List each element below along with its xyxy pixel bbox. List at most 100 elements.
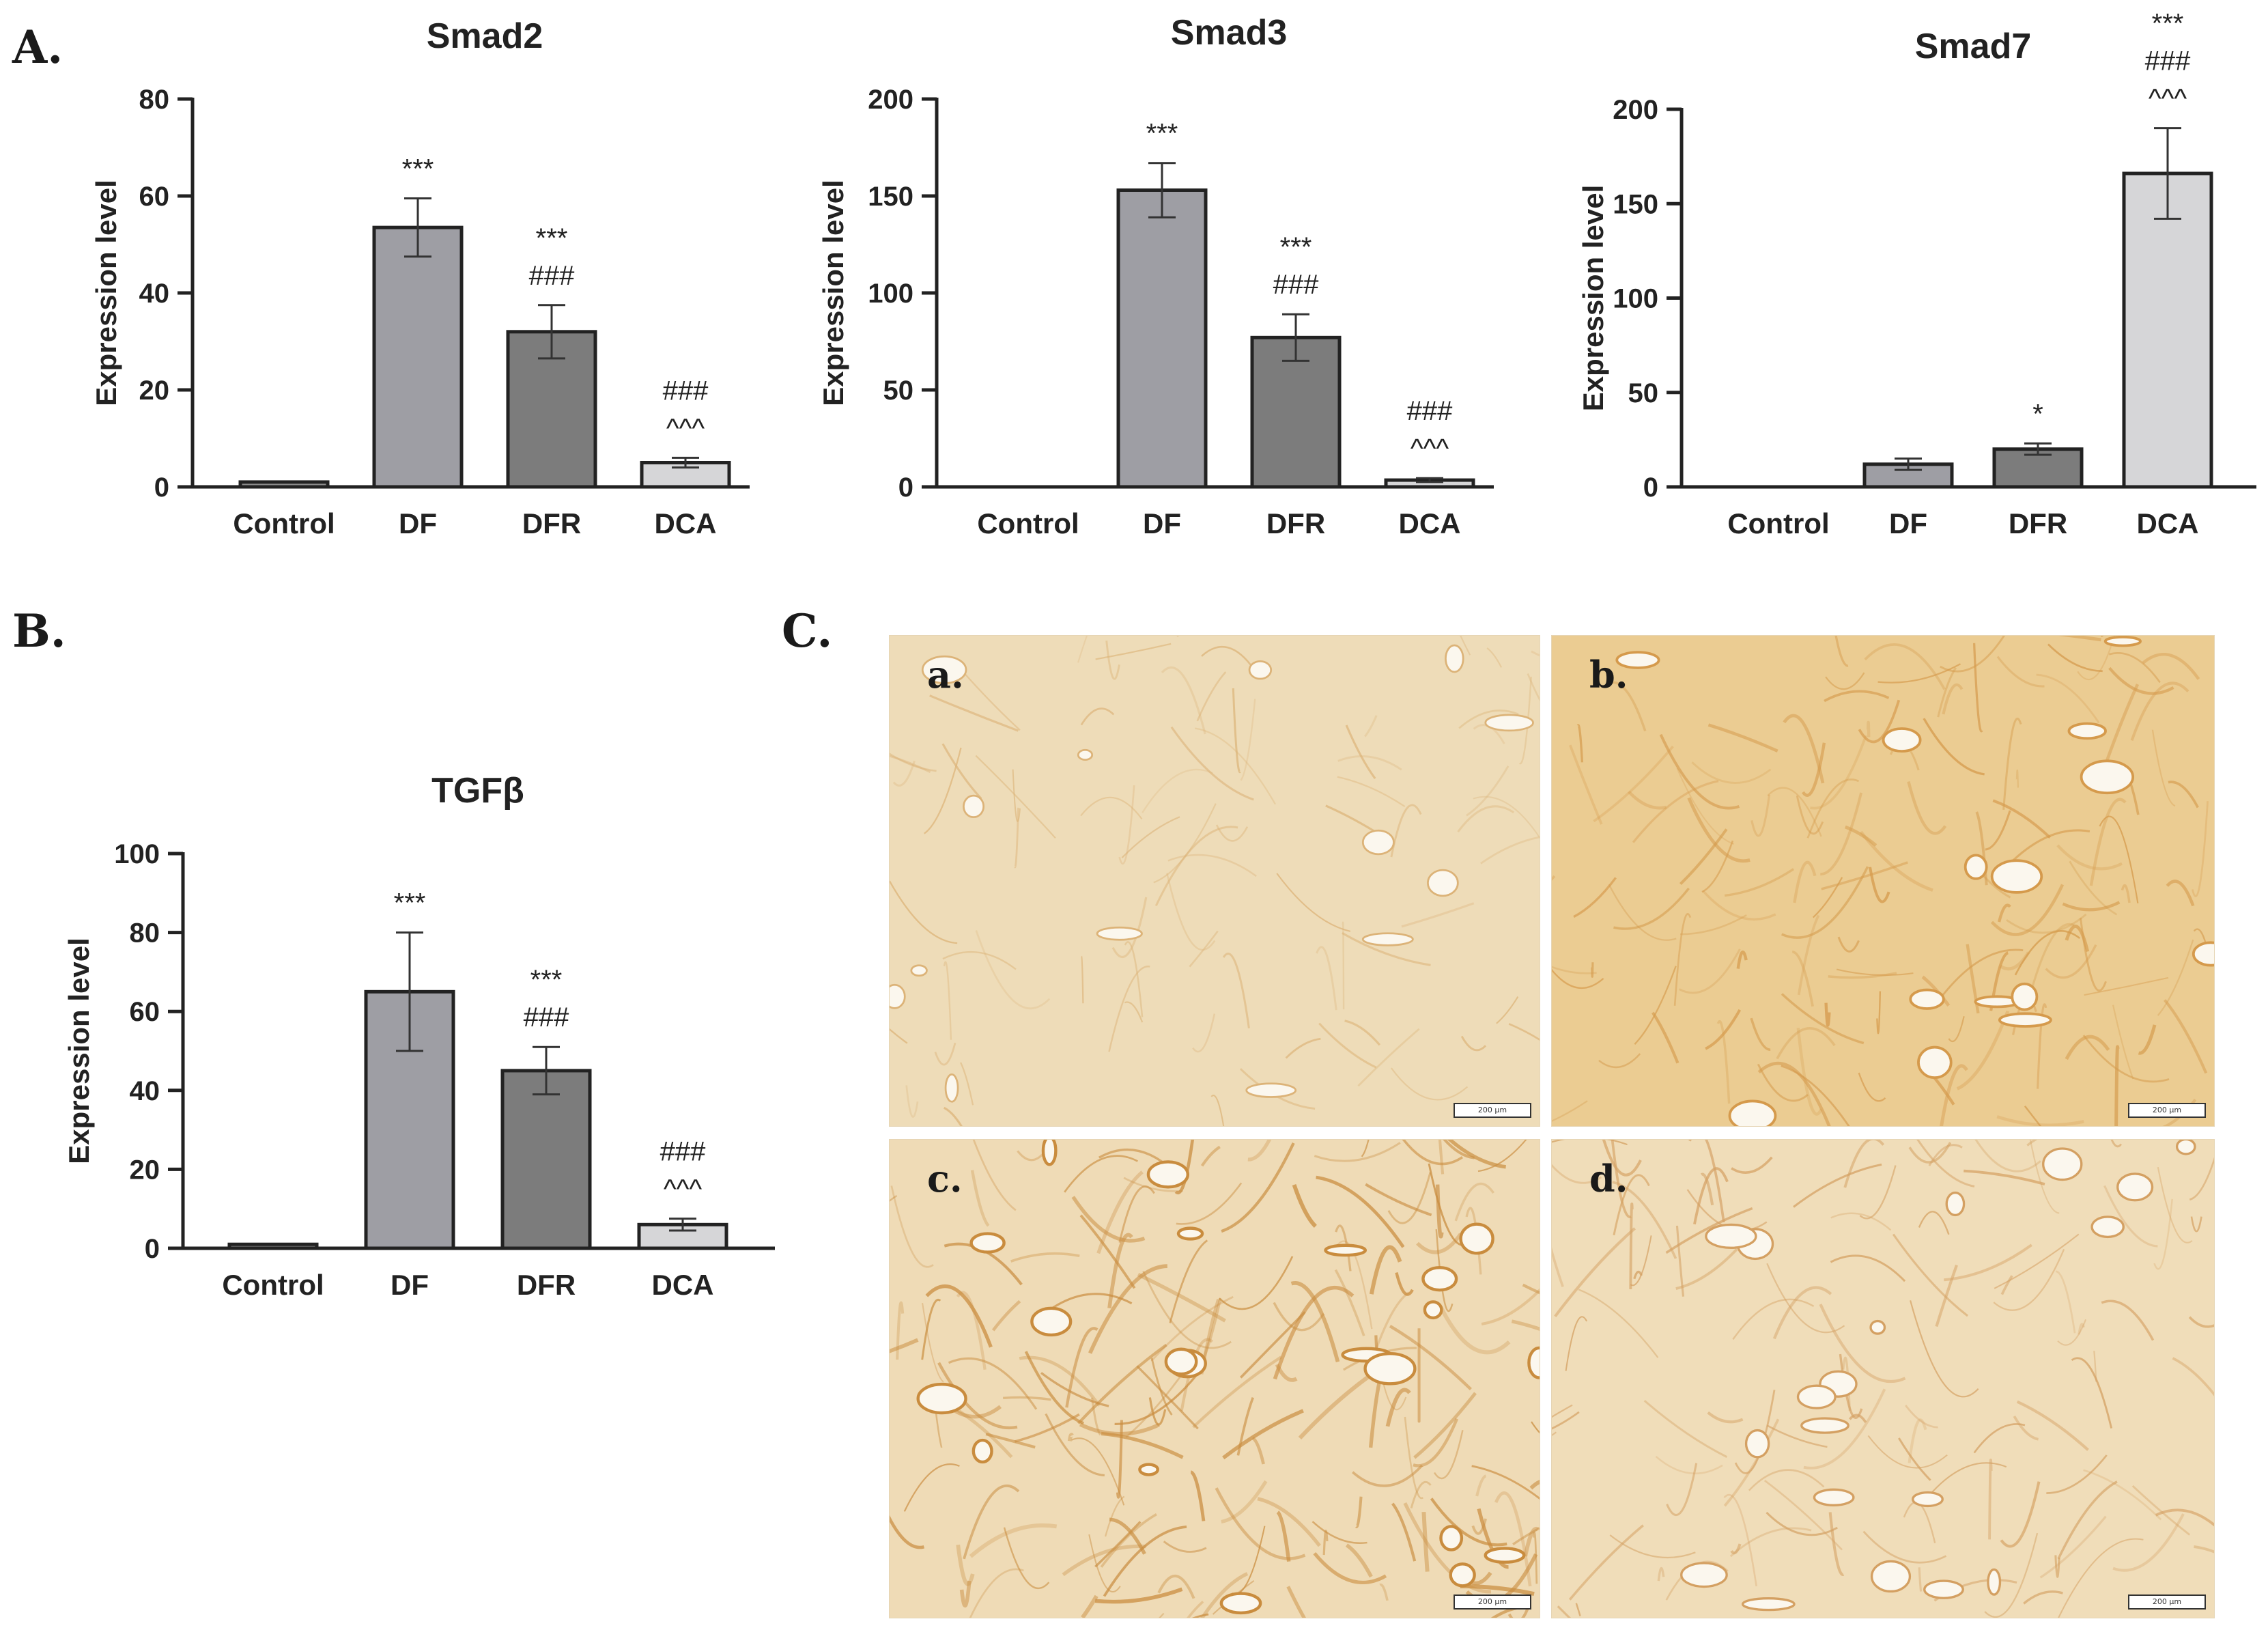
stain-strand xyxy=(1435,1229,1454,1312)
stain-strand xyxy=(1824,1002,1831,1027)
stain-strand xyxy=(1443,1140,1475,1160)
y-tick-label: 150 xyxy=(868,182,913,212)
stain-strand xyxy=(1136,1365,1199,1430)
stain-strand xyxy=(1565,1316,1588,1371)
significance-mark: ^^^ xyxy=(2149,84,2187,114)
stain-strand xyxy=(1481,1288,1540,1326)
stain-strand xyxy=(937,1362,1018,1430)
x-tick-label: DCA xyxy=(655,507,717,539)
stain-strand xyxy=(1877,663,1961,684)
y-tick-label: 20 xyxy=(139,376,170,406)
stain-strand xyxy=(1116,1420,1123,1499)
stain-strand xyxy=(2039,1515,2107,1579)
stain-strand xyxy=(959,1580,972,1607)
scale-bar: 200 μm xyxy=(1454,1103,1531,1118)
stain-strand xyxy=(1460,1035,1487,1052)
stain-strand xyxy=(1465,1207,1482,1275)
significance-mark: ### xyxy=(1273,270,1319,300)
stain-strand xyxy=(2112,1513,2185,1572)
stain-strand xyxy=(1337,776,1406,807)
stain-strand xyxy=(2153,1198,2173,1270)
chart-2: Smad7 Expression level 0 50 100 150 200 Control… xyxy=(1577,9,2256,539)
stain-strand xyxy=(2055,1270,2076,1334)
stain-strand xyxy=(1273,1302,1325,1332)
stain-strand xyxy=(1612,1181,1677,1259)
stain-strand xyxy=(1531,650,1540,657)
stain-strand xyxy=(2047,643,2103,673)
bar-control xyxy=(227,1242,319,1250)
stain-strand xyxy=(975,930,1051,1010)
stain-strand xyxy=(1793,1163,1882,1208)
stain-strand xyxy=(1167,854,1257,877)
stain-strand xyxy=(1921,975,1951,1007)
stain-strand xyxy=(1477,1140,1527,1172)
stain-strand xyxy=(1942,684,1964,715)
stain-strand xyxy=(2130,681,2189,741)
stain-strand xyxy=(1201,645,1256,671)
stain-strand xyxy=(1578,1289,1659,1358)
stain-strand xyxy=(1613,1174,1650,1236)
stain-strand xyxy=(1391,1502,1417,1562)
stain-strand xyxy=(1673,913,1692,1006)
stain-strand xyxy=(1781,993,1865,1045)
stain-strand xyxy=(2065,925,2090,953)
stain-strand xyxy=(924,747,962,834)
stain-strand xyxy=(1678,949,1741,994)
stain-strand xyxy=(1552,1431,1557,1436)
stain-strand xyxy=(1040,1372,1109,1407)
x-tick-label: DCA xyxy=(1399,507,1461,539)
stain-strand xyxy=(1435,1184,1444,1239)
bar-dfr xyxy=(1992,447,2084,489)
stain-strand xyxy=(1598,1053,1641,1069)
vessel-lumen xyxy=(1439,1525,1464,1551)
vessel-lumen xyxy=(1248,660,1273,680)
stain-strand xyxy=(1157,1574,1195,1599)
stain-strand xyxy=(1985,810,2011,851)
stain-strand xyxy=(1318,1022,1377,1069)
stain-strand xyxy=(1996,1115,2084,1126)
bar-control xyxy=(238,480,330,489)
stain-strand xyxy=(1012,769,1021,822)
stain-strand xyxy=(1552,1411,1580,1430)
stain-strand xyxy=(1701,840,1734,893)
stain-strand xyxy=(1523,1526,1540,1557)
vessel-lumen xyxy=(1423,1300,1443,1320)
stain-strand xyxy=(1825,672,1865,690)
y-tick-label: 0 xyxy=(145,1234,160,1264)
stain-strand xyxy=(1094,1521,1142,1568)
stain-strand xyxy=(963,1484,1020,1560)
stain-strand xyxy=(1088,1264,1167,1354)
stain-strand xyxy=(1940,636,2006,673)
stain-strand xyxy=(1552,875,1556,881)
stain-strand xyxy=(1390,1067,1469,1101)
significance-mark: *** xyxy=(1146,119,1178,149)
stain-strand xyxy=(1944,1243,2032,1282)
stain-strand xyxy=(2029,1140,2060,1214)
stain-strand xyxy=(1460,636,1471,656)
stain-strand xyxy=(1159,1612,1165,1618)
stain-strand xyxy=(2168,781,2199,809)
significance-mark: ### xyxy=(2145,46,2191,76)
stain-strand xyxy=(1221,1142,1295,1233)
stain-strand xyxy=(1017,1140,1054,1162)
stain-strand xyxy=(1176,1182,1243,1225)
stain-strand xyxy=(1511,1319,1540,1331)
stain-strand xyxy=(1413,1392,1477,1459)
stain-strand xyxy=(1067,1433,1074,1442)
stain-strand xyxy=(1830,1212,1892,1231)
micrograph-c: c. 200 μm xyxy=(889,1139,1540,1618)
significance-mark: ### xyxy=(1407,396,1453,426)
stain-strand xyxy=(1454,1182,1494,1222)
stain-strand xyxy=(925,1284,993,1348)
stain-strand xyxy=(1632,780,1719,843)
stain-strand xyxy=(1200,1145,1221,1167)
y-tick-label: 40 xyxy=(130,1076,160,1106)
stain-strand xyxy=(1576,724,1584,763)
stain-strand xyxy=(1956,1010,2010,1091)
stain-strand xyxy=(1806,778,1860,839)
stain-strand xyxy=(892,760,916,787)
stain-strand xyxy=(1988,1459,1993,1540)
stain-strand xyxy=(2142,652,2200,680)
significance-mark: *** xyxy=(530,965,563,995)
stain-strand xyxy=(2151,729,2176,807)
